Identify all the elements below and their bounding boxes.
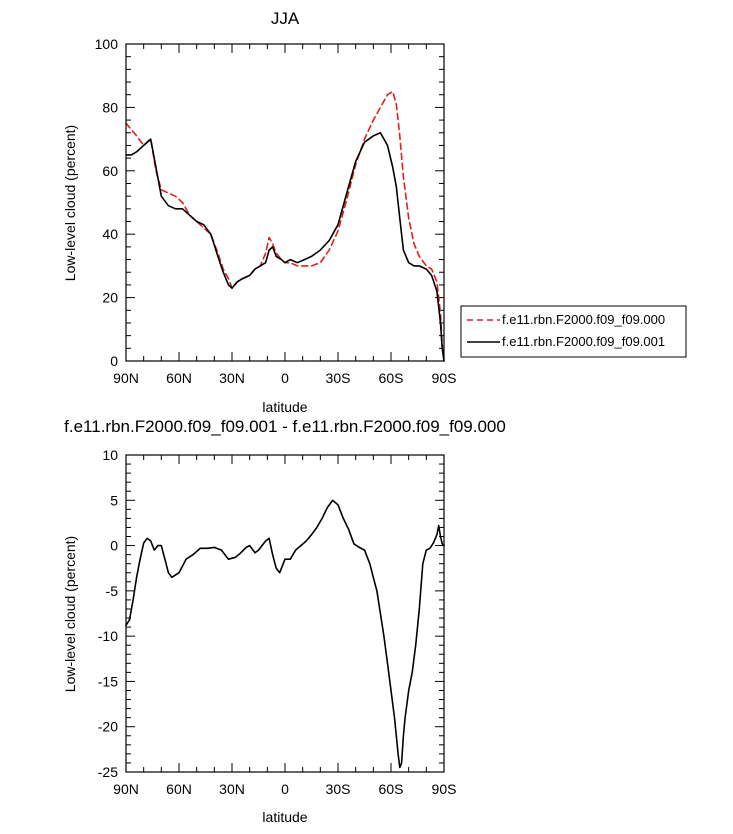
top-x-axis-label: latitude xyxy=(262,399,307,415)
bottom-y-axis-label: Low-level cloud (percent) xyxy=(62,536,78,692)
top-x-tick-label: 90N xyxy=(113,370,139,386)
bottom-x-tick-label: 60S xyxy=(379,781,404,797)
bottom-x-tick-label: 90S xyxy=(432,781,457,797)
top-x-tick-label: 60S xyxy=(379,370,404,386)
top-y-tick-label: 40 xyxy=(102,226,118,242)
top-y-tick-label: 0 xyxy=(110,353,118,369)
bottom-y-tick-label: 0 xyxy=(110,538,118,554)
top-ticks: 90N 60N 30N 0 30S 60S 90S 0 20 40 60 80 100 xyxy=(95,36,457,386)
top-y-tick-label: 80 xyxy=(102,99,118,115)
bottom-x-tick-label: 30N xyxy=(219,781,245,797)
top-y-tick-label: 100 xyxy=(95,36,119,52)
legend-box xyxy=(460,305,687,358)
bottom-x-tick-label: 60N xyxy=(166,781,192,797)
bottom-series-lines xyxy=(125,499,445,769)
bottom-y-tick-label: -5 xyxy=(106,583,119,599)
top-series-line-0 xyxy=(125,90,445,362)
top-x-tick-label: 30S xyxy=(326,370,351,386)
bottom-y-tick-label: -25 xyxy=(98,764,118,780)
top-x-tick-label: 0 xyxy=(281,370,289,386)
legend-label-001: f.e11.rbn.F2000.f09_f09.001 xyxy=(502,334,665,349)
bottom-y-tick-label: -20 xyxy=(98,719,118,735)
top-legend: f.e11.rbn.F2000.f09_f09.000 f.e11.rbn.F2… xyxy=(460,305,687,358)
bottom-plot-frame xyxy=(125,454,445,773)
bottom-panel: f.e11.rbn.F2000.f09_f09.001 - f.e11.rbn.… xyxy=(62,417,506,825)
bottom-x-tick-label: 30S xyxy=(326,781,351,797)
bottom-x-tick-label: 90N xyxy=(113,781,139,797)
top-panel: JJA Low-level cloud (percent) latitude 9… xyxy=(62,9,687,415)
top-chart-title: JJA xyxy=(271,9,300,28)
top-series-line-1 xyxy=(125,132,445,362)
top-plot-frame xyxy=(125,43,445,362)
bottom-series-line-0 xyxy=(125,499,445,769)
top-y-tick-label: 60 xyxy=(102,163,118,179)
legend-label-000: f.e11.rbn.F2000.f09_f09.000 xyxy=(502,312,665,327)
bottom-y-tick-label: -10 xyxy=(98,628,118,644)
bottom-y-tick-label: -15 xyxy=(98,673,118,689)
bottom-x-axis-label: latitude xyxy=(262,809,307,825)
top-x-tick-label: 90S xyxy=(432,370,457,386)
top-series-lines xyxy=(125,90,445,362)
top-x-tick-label: 60N xyxy=(166,370,192,386)
top-x-tick-label: 30N xyxy=(219,370,245,386)
bottom-y-tick-label: 10 xyxy=(102,447,118,463)
top-y-axis-label: Low-level cloud (percent) xyxy=(62,125,78,281)
bottom-y-tick-label: 5 xyxy=(110,492,118,508)
top-y-tick-label: 20 xyxy=(102,290,118,306)
bottom-x-tick-label: 0 xyxy=(281,781,289,797)
bottom-ticks: 90N 60N 30N 0 30S 60S 90S -25 -20 -15 -10 -5 0 5 10 xyxy=(98,447,457,797)
bottom-chart-title: f.e11.rbn.F2000.f09_f09.001 - f.e11.rbn.… xyxy=(64,417,506,436)
